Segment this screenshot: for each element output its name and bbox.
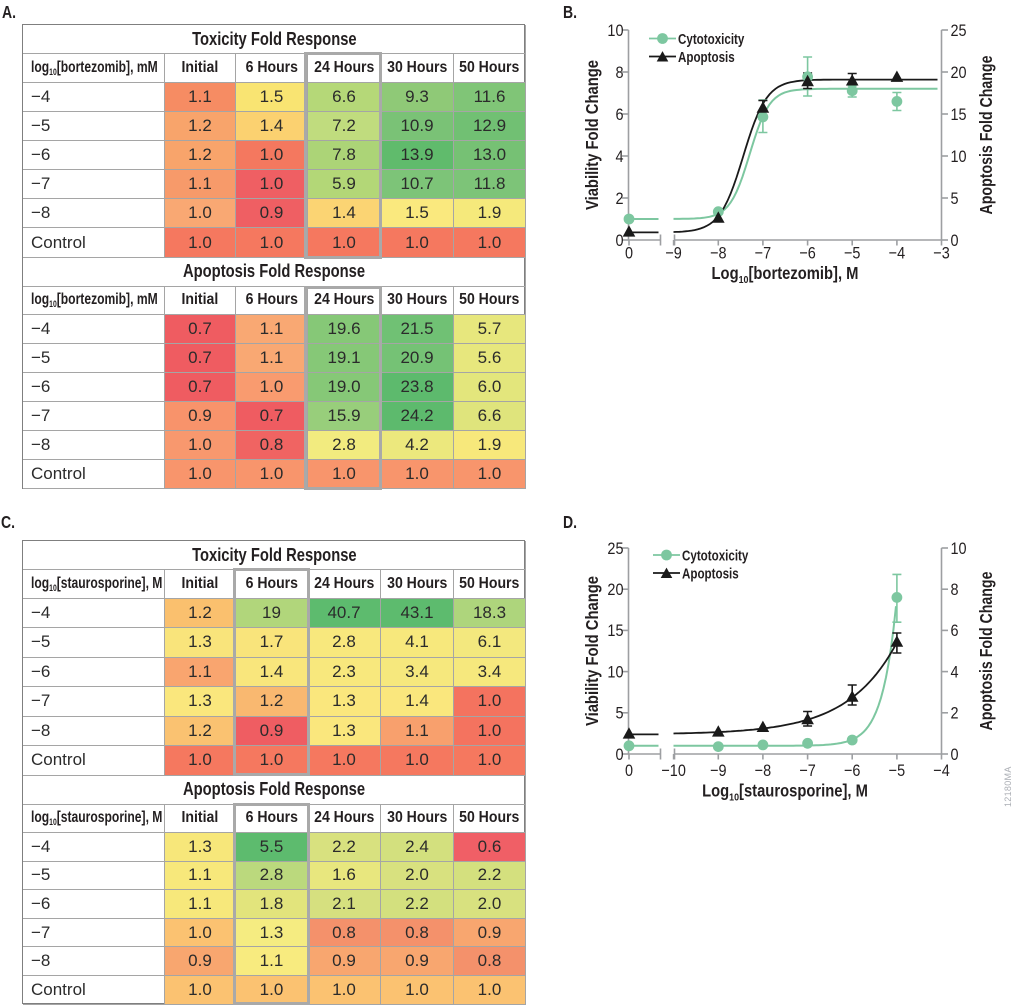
- svg-text:Viability Fold Change: Viability Fold Change: [583, 576, 602, 726]
- svg-text:15: 15: [951, 106, 967, 124]
- svg-text:5: 5: [615, 705, 623, 723]
- svg-text:−8: −8: [755, 762, 772, 780]
- svg-text:20: 20: [951, 64, 967, 82]
- svg-text:Cytotoxicity: Cytotoxicity: [678, 31, 745, 48]
- svg-text:Apoptosis: Apoptosis: [678, 49, 735, 66]
- svg-text:−7: −7: [755, 244, 771, 262]
- svg-text:25: 25: [607, 540, 623, 558]
- svg-text:Cytotoxicity: Cytotoxicity: [682, 547, 749, 564]
- svg-text:2: 2: [615, 190, 623, 208]
- svg-text:4: 4: [615, 148, 623, 166]
- svg-text:Log10[bortezomib], M: Log10[bortezomib], M: [712, 264, 859, 286]
- svg-text:6: 6: [951, 622, 959, 640]
- svg-text:20: 20: [607, 581, 623, 599]
- svg-text:−5: −5: [844, 244, 861, 262]
- svg-text:2: 2: [951, 705, 959, 723]
- svg-text:0: 0: [625, 244, 633, 262]
- svg-text:8: 8: [615, 64, 623, 82]
- svg-text:−4: −4: [889, 244, 906, 262]
- svg-text:10: 10: [607, 663, 623, 681]
- svg-text:12180MA: 12180MA: [1003, 766, 1012, 807]
- svg-text:Apoptosis Fold Change: Apoptosis Fold Change: [978, 55, 997, 214]
- svg-text:−9: −9: [665, 244, 682, 262]
- svg-text:Viability Fold Change: Viability Fold Change: [583, 60, 602, 210]
- svg-text:−5: −5: [889, 762, 906, 780]
- svg-text:5: 5: [951, 190, 959, 208]
- svg-text:0: 0: [951, 232, 959, 250]
- svg-text:10: 10: [607, 22, 623, 40]
- svg-text:Log10[staurosporine], M: Log10[staurosporine], M: [702, 781, 868, 803]
- svg-text:−10: −10: [661, 762, 686, 780]
- svg-text:8: 8: [951, 581, 959, 599]
- svg-text:10: 10: [951, 540, 967, 558]
- svg-text:10: 10: [951, 148, 967, 166]
- svg-text:−7: −7: [799, 762, 815, 780]
- svg-text:−3: −3: [933, 244, 950, 262]
- svg-text:−6: −6: [844, 762, 861, 780]
- svg-text:0: 0: [625, 762, 633, 780]
- svg-text:0: 0: [615, 746, 623, 764]
- svg-text:Apoptosis: Apoptosis: [682, 565, 739, 582]
- svg-text:−4: −4: [933, 762, 950, 780]
- svg-text:−8: −8: [710, 244, 727, 262]
- svg-text:6: 6: [615, 106, 623, 124]
- svg-text:−6: −6: [799, 244, 816, 262]
- svg-text:Apoptosis Fold Change: Apoptosis Fold Change: [978, 571, 997, 730]
- svg-text:4: 4: [951, 663, 959, 681]
- svg-text:−9: −9: [710, 762, 727, 780]
- svg-text:0: 0: [951, 746, 959, 764]
- svg-text:15: 15: [607, 622, 623, 640]
- svg-text:25: 25: [951, 22, 967, 40]
- svg-text:0: 0: [615, 232, 623, 250]
